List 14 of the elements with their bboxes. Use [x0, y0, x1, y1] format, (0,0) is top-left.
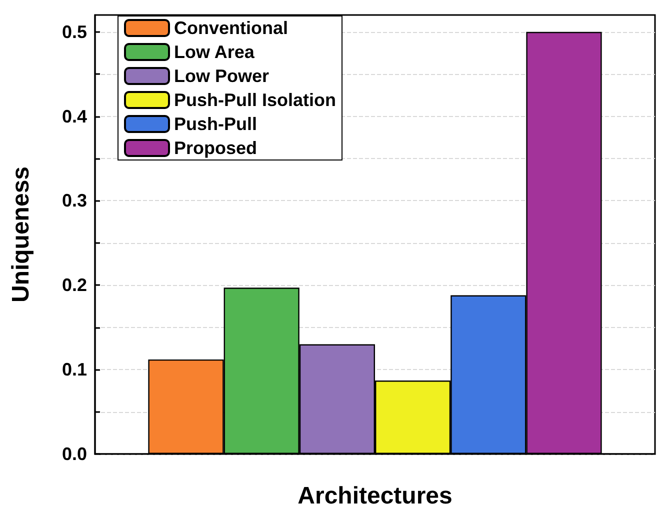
- legend-label: Conventional: [174, 18, 288, 38]
- y-tick-label: 0.0: [62, 444, 87, 464]
- y-tick-label: 0.3: [62, 190, 87, 211]
- legend-label: Push-Pull Isolation: [174, 90, 336, 110]
- y-tick-label: 0.5: [62, 22, 87, 42]
- y-tick-label: 0.2: [62, 275, 87, 296]
- y-tick-label: 0.4: [62, 106, 87, 126]
- legend-label: Low Area: [174, 42, 256, 62]
- y-tick-label: 0.1: [62, 360, 87, 380]
- x-axis-title: Architectures: [298, 482, 452, 510]
- legend-label: Low Power: [174, 66, 270, 86]
- legend-label: Proposed: [174, 138, 258, 158]
- legend-label: Push-Pull: [174, 114, 258, 134]
- y-axis-title: Uniqueness: [8, 166, 34, 303]
